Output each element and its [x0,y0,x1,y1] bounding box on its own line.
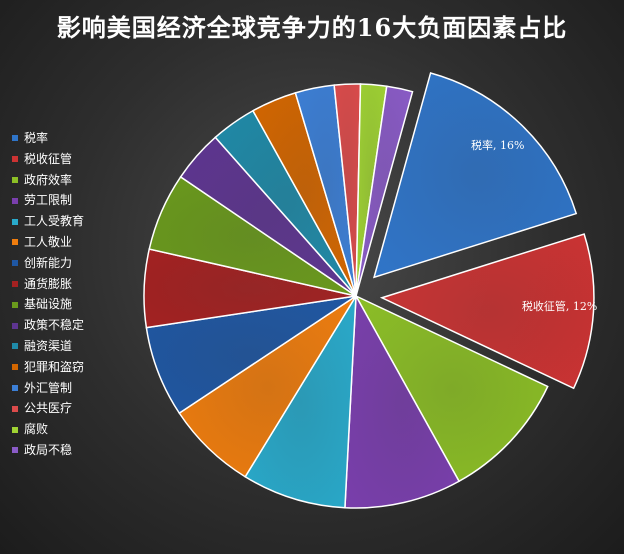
legend-item: 融资渠道 [12,336,84,357]
legend-label: 工人受教育 [24,211,84,232]
legend-item: 政策不稳定 [12,315,84,336]
legend-item: 工人敬业 [12,232,84,253]
legend-swatch [12,156,18,162]
legend-item: 税收征管 [12,149,84,170]
legend-item: 基础设施 [12,294,84,315]
chart-legend: 税率 税收征管 政府效率 劳工限制 工人受教育 工人敬业 创新能力 通货膨胀 基础设施 政策不稳定… [12,128,84,461]
legend-label: 劳工限制 [24,190,72,211]
legend-label: 基础设施 [24,294,72,315]
legend-swatch [12,364,18,370]
legend-label: 税收征管 [24,149,72,170]
data-label-1: 税率, 16% [471,138,524,152]
legend-label: 政策不稳定 [24,315,84,336]
legend-item: 外汇管制 [12,378,84,399]
legend-swatch [12,406,18,412]
legend-label: 通货膨胀 [24,274,72,295]
legend-label: 公共医疗 [24,398,72,419]
legend-swatch [12,219,18,225]
legend-label: 政府效率 [24,170,72,191]
legend-item: 公共医疗 [12,398,84,419]
legend-item: 税率 [12,128,84,149]
legend-item: 劳工限制 [12,190,84,211]
legend-item: 政局不稳 [12,440,84,461]
legend-swatch [12,427,18,433]
legend-label: 外汇管制 [24,378,72,399]
legend-item: 通货膨胀 [12,274,84,295]
legend-swatch [12,198,18,204]
legend-swatch [12,239,18,245]
legend-item: 创新能力 [12,253,84,274]
legend-swatch [12,385,18,391]
legend-swatch [12,260,18,266]
legend-label: 工人敬业 [24,232,72,253]
legend-swatch [12,343,18,349]
legend-item: 腐败 [12,419,84,440]
legend-swatch [12,281,18,287]
legend-item: 犯罪和盗窃 [12,357,84,378]
legend-label: 政局不稳 [24,440,72,461]
legend-label: 融资渠道 [24,336,72,357]
legend-swatch [12,302,18,308]
legend-label: 犯罪和盗窃 [24,357,84,378]
legend-swatch [12,177,18,183]
legend-label: 税率 [24,128,48,149]
legend-swatch [12,135,18,141]
legend-item: 政府效率 [12,170,84,191]
legend-label: 创新能力 [24,253,72,274]
data-label-2: 税收征管, 12% [522,299,597,313]
legend-swatch [12,323,18,329]
legend-swatch [12,447,18,453]
legend-label: 腐败 [24,419,48,440]
legend-item: 工人受教育 [12,211,84,232]
